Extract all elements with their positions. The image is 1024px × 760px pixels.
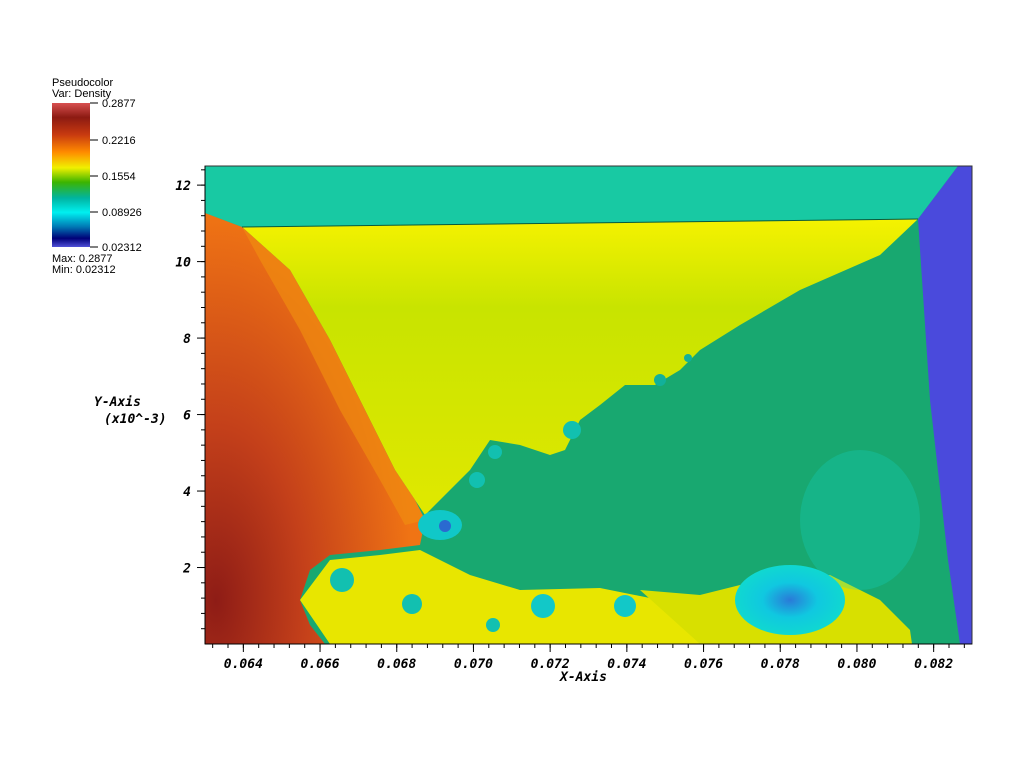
x-tick-labels: 0.064 0.066 0.068 0.070 0.072 0.074 0.076 0.078… bbox=[224, 657, 954, 672]
x-tick-label: 0.068 bbox=[377, 657, 416, 672]
x-tick-label: 0.072 bbox=[531, 657, 570, 672]
y-tick-label: 4 bbox=[183, 485, 191, 500]
colorbar-label-max: 0.2877 bbox=[102, 98, 136, 110]
legend-variable: Var: Density bbox=[52, 88, 112, 100]
legend-plot-type: Pseudocolor bbox=[52, 77, 114, 89]
x-tick-label: 0.070 bbox=[454, 657, 493, 672]
colorbar-label-2: 0.2216 bbox=[102, 135, 136, 147]
x-tick-label: 0.066 bbox=[300, 657, 339, 672]
y-tick-label: 2 bbox=[182, 562, 191, 577]
colorbar bbox=[52, 103, 90, 247]
legend-min: Min: 0.02312 bbox=[52, 264, 116, 276]
x-tick-label: 0.080 bbox=[837, 657, 876, 672]
x-tick-label: 0.074 bbox=[607, 657, 646, 672]
y-tick-labels: 2 4 6 8 10 12 bbox=[175, 179, 191, 576]
x-tick-label: 0.082 bbox=[914, 657, 953, 672]
y-tick-label: 6 bbox=[183, 409, 191, 424]
x-axis-title: X-Axis bbox=[560, 670, 607, 685]
x-tick-label: 0.076 bbox=[684, 657, 723, 672]
x-tick-label: 0.064 bbox=[224, 657, 263, 672]
colorbar-ticks bbox=[90, 102, 98, 248]
colorbar-label-4: 0.08926 bbox=[102, 207, 142, 219]
y-axis-ticks bbox=[197, 169, 205, 630]
y-tick-label: 8 bbox=[183, 332, 191, 347]
legend-max: Max: 0.2877 bbox=[52, 253, 113, 265]
x-axis-ticks bbox=[212, 644, 965, 652]
colorbar-label-3: 0.1554 bbox=[102, 171, 136, 183]
colorbar-label-min: 0.02312 bbox=[102, 242, 142, 254]
x-tick-label: 0.078 bbox=[761, 657, 800, 672]
y-tick-label: 10 bbox=[175, 256, 191, 271]
y-axis-unit: (x10^-3) bbox=[104, 412, 167, 427]
y-tick-label: 12 bbox=[175, 179, 191, 194]
density-field bbox=[205, 166, 972, 644]
y-axis-title: Y-Axis bbox=[94, 395, 141, 410]
